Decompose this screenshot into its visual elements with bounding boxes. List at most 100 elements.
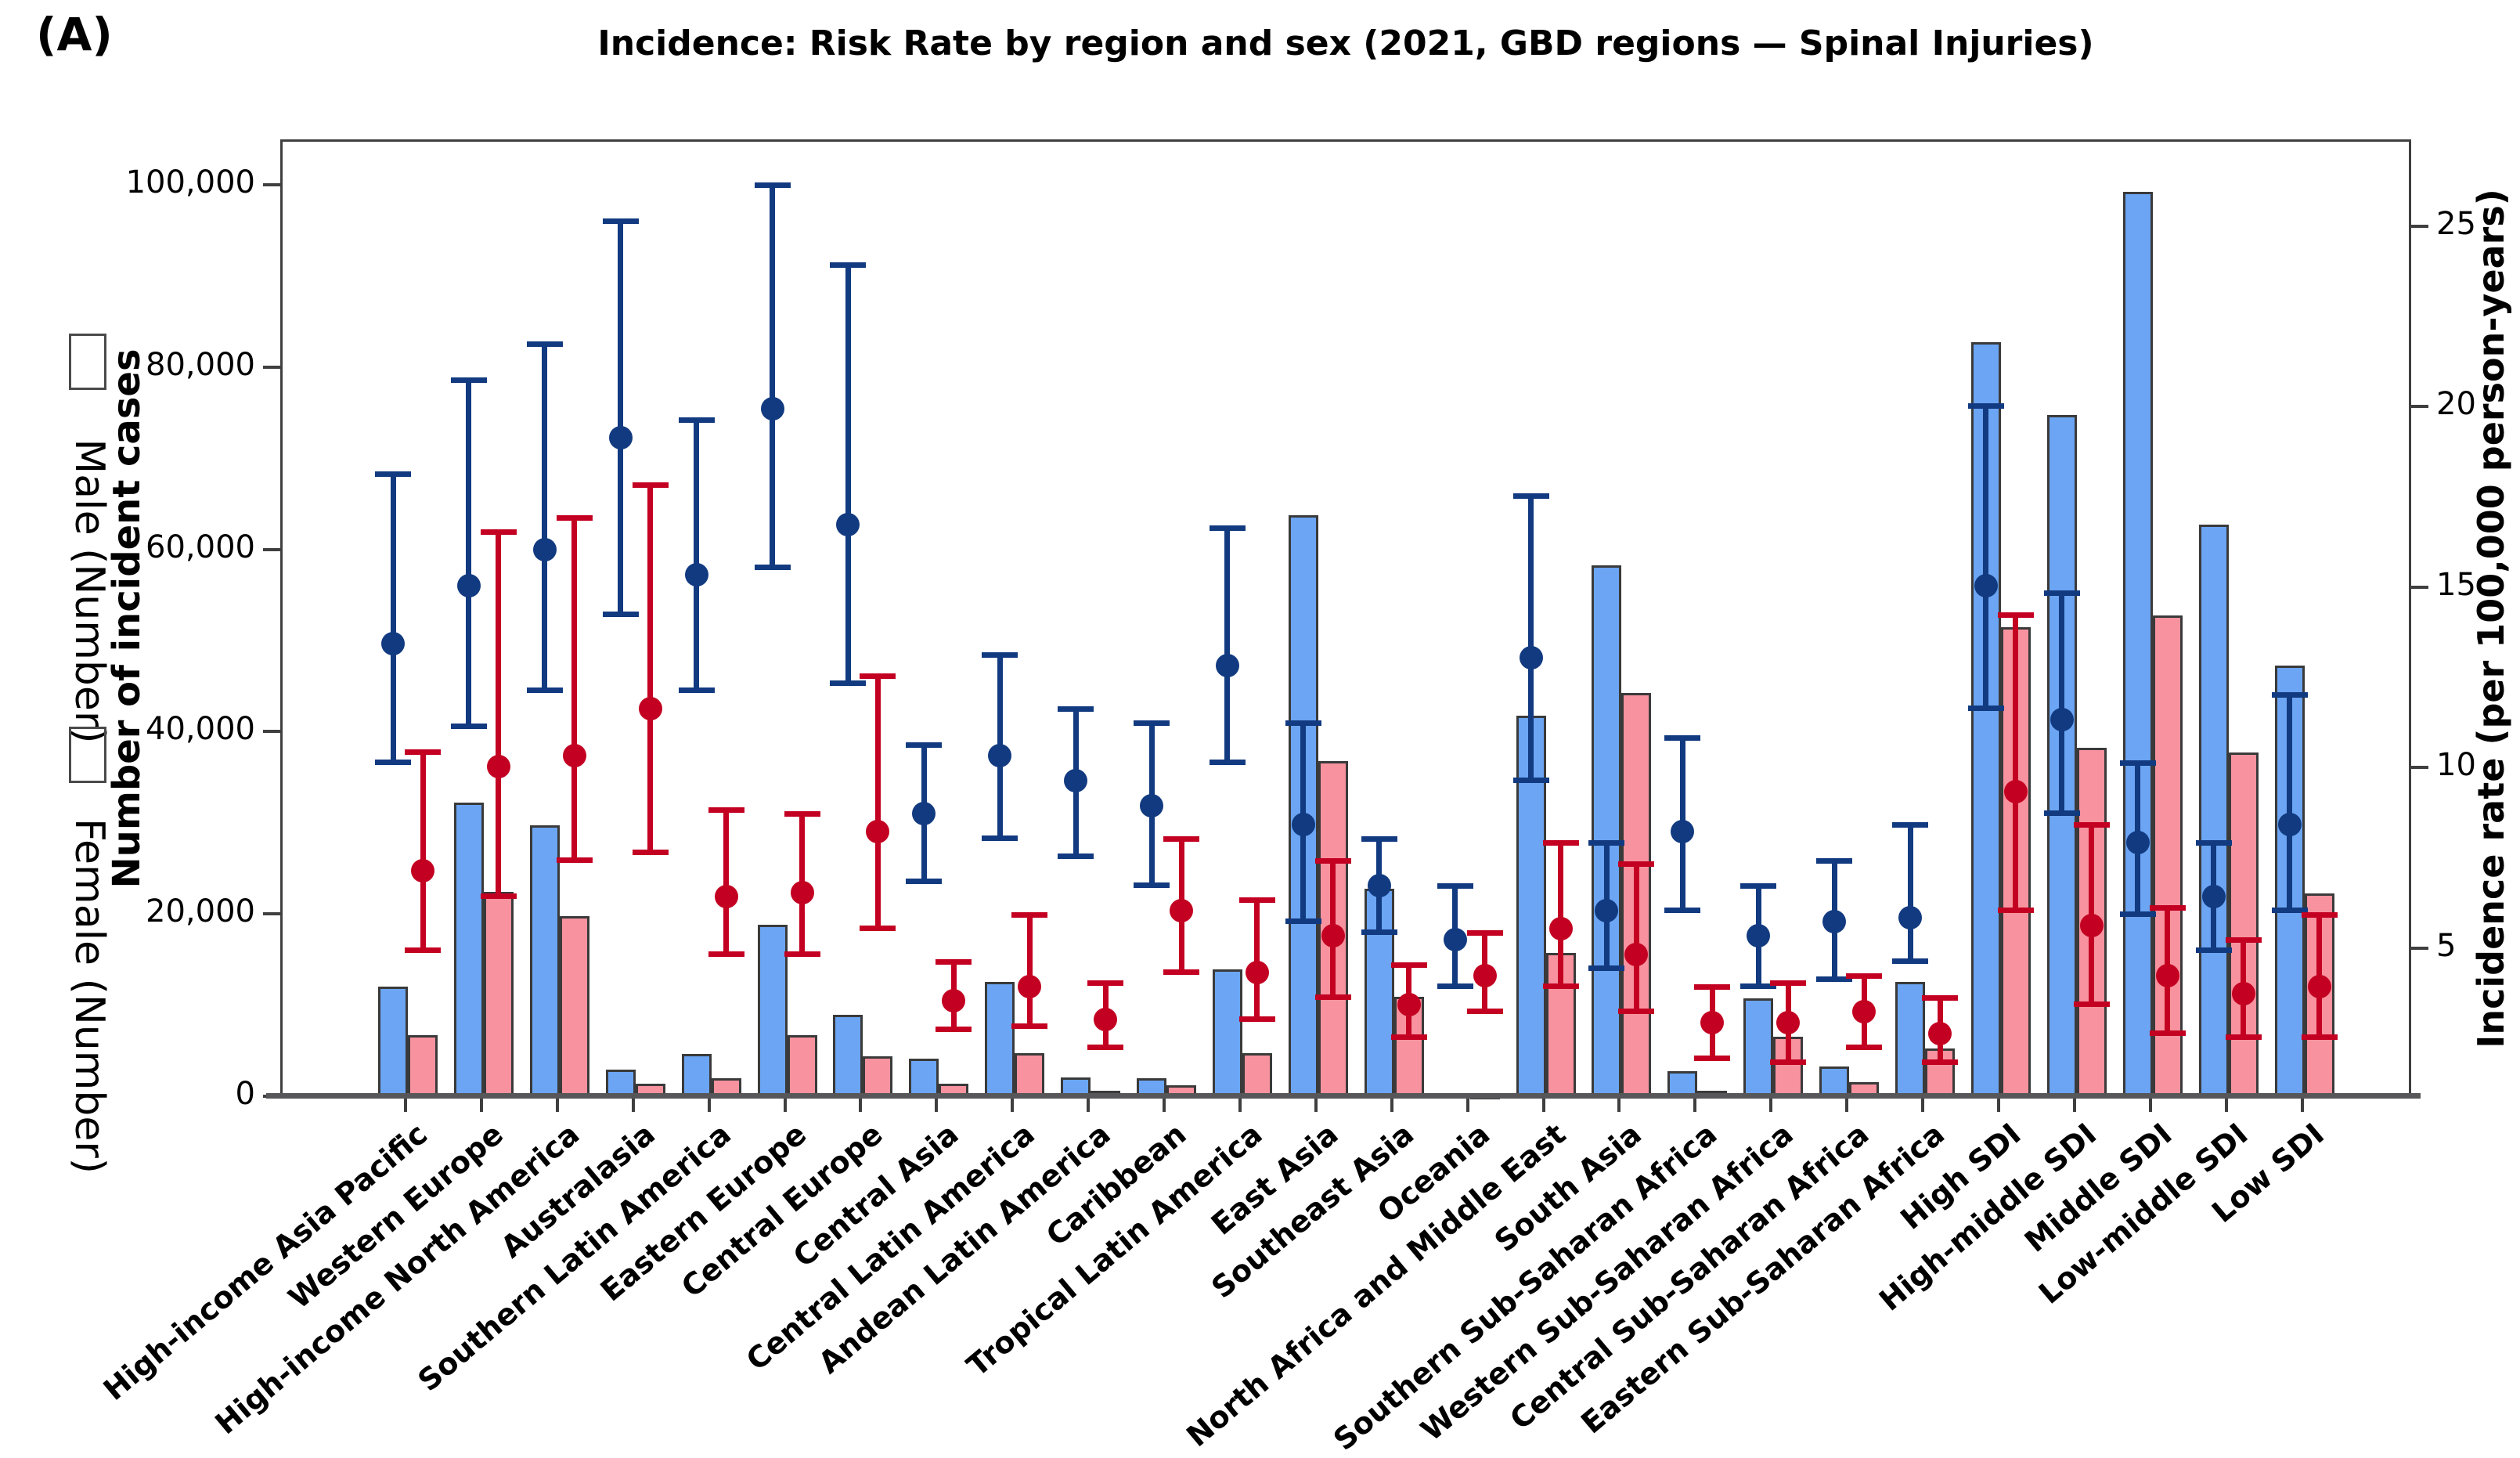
errorbar-female-point-20 xyxy=(1928,1021,1952,1045)
errorbar-female-point-0 xyxy=(411,859,434,883)
errorbar-female-point-5 xyxy=(790,881,814,905)
errorbar-female-cap-top-16 xyxy=(1618,861,1655,868)
errorbar-male-point-23 xyxy=(2125,830,2150,854)
errorbar-male-cap-top-22 xyxy=(2043,590,2080,597)
x-axis-tick xyxy=(1390,1096,1393,1112)
errorbar-female-point-24 xyxy=(2231,982,2255,1006)
errorbar-male-cap-top-5 xyxy=(754,182,791,189)
bar-male-23 xyxy=(2122,192,2153,1099)
errorbar-male-cap-top-20 xyxy=(1892,821,1928,828)
right-axis-tick xyxy=(2411,946,2428,950)
x-axis-tick xyxy=(631,1096,635,1112)
errorbar-female-cap-bottom-13 xyxy=(1390,1034,1427,1040)
errorbar-male-cap-top-11 xyxy=(1209,525,1246,532)
errorbar-male-line-20 xyxy=(1907,824,1913,962)
x-axis-tick xyxy=(783,1096,787,1112)
errorbar-male-cap-top-10 xyxy=(1134,720,1170,727)
errorbar-male-point-5 xyxy=(760,397,784,421)
bar-male-1 xyxy=(453,802,484,1099)
errorbar-female-cap-top-8 xyxy=(1011,911,1048,918)
x-axis-tick xyxy=(1465,1096,1469,1112)
errorbar-male-point-14 xyxy=(1443,928,1467,952)
x-axis-tick xyxy=(2148,1096,2152,1112)
errorbar-female-cap-bottom-25 xyxy=(2301,1034,2338,1040)
errorbar-male-line-1 xyxy=(466,380,472,727)
x-axis-tick xyxy=(1163,1096,1166,1112)
errorbar-female-cap-top-14 xyxy=(1466,929,1503,936)
errorbar-female-cap-top-1 xyxy=(480,529,517,536)
errorbar-female-cap-bottom-11 xyxy=(1238,1016,1275,1022)
errorbar-male-cap-bottom-7 xyxy=(906,879,943,885)
errorbar-male-cap-bottom-13 xyxy=(1361,929,1397,935)
errorbar-male-cap-bottom-24 xyxy=(2195,947,2232,953)
left-axis-tick xyxy=(263,183,280,187)
errorbar-female-cap-top-10 xyxy=(1163,835,1199,842)
errorbar-male-cap-bottom-4 xyxy=(678,687,715,693)
errorbar-male-point-18 xyxy=(1747,924,1771,948)
errorbar-male-cap-bottom-14 xyxy=(1437,983,1473,990)
errorbar-female-cap-bottom-20 xyxy=(1922,1059,1958,1065)
errorbar-male-cap-bottom-10 xyxy=(1134,882,1170,888)
x-axis-tick xyxy=(1087,1096,1091,1112)
right-axis-tick-label: 15 xyxy=(2436,566,2476,603)
errorbar-male-cap-bottom-18 xyxy=(1740,983,1777,990)
x-axis-tick xyxy=(1238,1096,1242,1112)
bar-female-8 xyxy=(1015,1052,1045,1099)
errorbar-female-cap-bottom-23 xyxy=(2149,1030,2186,1036)
left-axis-tick xyxy=(263,547,280,551)
errorbar-male-cap-bottom-8 xyxy=(982,835,1018,841)
errorbar-female-line-0 xyxy=(420,752,426,951)
errorbar-male-cap-top-19 xyxy=(1816,857,1853,864)
errorbar-female-line-11 xyxy=(1254,900,1260,1020)
errorbar-female-point-4 xyxy=(714,884,738,908)
left-axis-tick xyxy=(263,912,280,916)
errorbar-male-cap-bottom-0 xyxy=(375,760,411,766)
errorbar-male-cap-top-16 xyxy=(1588,839,1625,846)
bar-male-18 xyxy=(1743,998,1774,1099)
errorbar-male-line-3 xyxy=(618,221,624,615)
errorbar-female-line-2 xyxy=(571,517,578,861)
bar-male-5 xyxy=(757,924,788,1099)
errorbar-male-cap-bottom-21 xyxy=(1967,705,2004,711)
errorbar-male-cap-top-14 xyxy=(1437,882,1473,889)
errorbar-female-point-10 xyxy=(1170,899,1193,923)
bar-female-0 xyxy=(408,1034,438,1099)
left-axis-tick-label: 20,000 xyxy=(146,893,255,930)
errorbar-female-cap-top-19 xyxy=(1846,973,1883,980)
x-axis-tick xyxy=(1693,1096,1697,1112)
errorbar-female-cap-bottom-24 xyxy=(2225,1034,2262,1040)
errorbar-female-cap-top-5 xyxy=(784,810,820,817)
errorbar-female-point-22 xyxy=(2079,913,2104,937)
bar-female-5 xyxy=(787,1034,817,1099)
right-axis-tick xyxy=(2411,585,2428,589)
errorbar-female-line-8 xyxy=(1026,914,1033,1027)
panel-label: (A) xyxy=(36,8,113,61)
errorbar-male-line-0 xyxy=(390,474,396,763)
bar-male-16 xyxy=(1592,565,1622,1099)
right-axis-tick-label: 25 xyxy=(2436,205,2476,242)
legend-male-swatch xyxy=(69,334,106,390)
errorbar-male-point-2 xyxy=(532,538,557,562)
errorbar-male-line-4 xyxy=(694,420,700,691)
errorbar-female-cap-bottom-8 xyxy=(1011,1023,1048,1029)
left-axis-tick-label: 40,000 xyxy=(146,711,255,748)
errorbar-female-cap-top-11 xyxy=(1238,897,1275,904)
errorbar-male-line-6 xyxy=(845,264,851,684)
errorbar-male-cap-bottom-6 xyxy=(830,680,867,686)
bar-male-2 xyxy=(529,825,560,1099)
errorbar-male-point-6 xyxy=(836,512,860,536)
errorbar-male-point-3 xyxy=(608,426,633,450)
errorbar-female-point-1 xyxy=(486,754,510,778)
errorbar-female-cap-top-25 xyxy=(2301,911,2338,918)
errorbar-male-point-16 xyxy=(1595,899,1619,923)
errorbar-male-cap-bottom-1 xyxy=(450,724,487,730)
bar-male-24 xyxy=(2198,524,2229,1099)
errorbar-female-line-4 xyxy=(723,810,730,955)
errorbar-female-cap-bottom-3 xyxy=(632,850,669,856)
errorbar-female-point-14 xyxy=(1473,964,1497,988)
x-axis-tick xyxy=(1011,1096,1015,1112)
errorbar-female-cap-top-13 xyxy=(1390,962,1427,969)
bar-male-4 xyxy=(681,1053,712,1099)
x-axis-tick xyxy=(404,1096,407,1112)
left-axis-tick-label: 100,000 xyxy=(125,164,255,201)
